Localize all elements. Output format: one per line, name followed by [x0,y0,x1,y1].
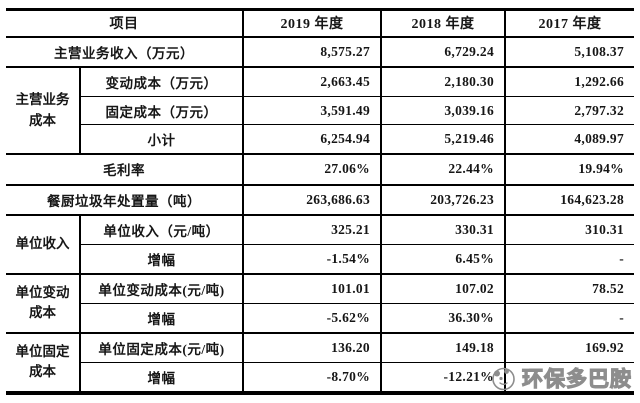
unit-variable-growth-2019: -5.62% [243,303,382,334]
row-unit-revenue-growth: 增幅 -1.54% 6.45% - [6,244,634,275]
disposal-volume-2019: 263,686.63 [243,184,382,216]
variable-cost-2019: 2,663.45 [243,66,382,97]
unit-revenue-2019: 325.21 [243,214,382,245]
unit-variable-cost-label: 单位变动成本(元/吨) [80,273,244,304]
unit-fixed-cost-2017: 169.92 [505,332,634,363]
row-unit-variable-growth: 增幅 -5.62% 36.30% - [6,303,634,334]
unit-fixed-growth-2018: -12.21% [381,362,506,393]
variable-cost-2017: 1,292.66 [505,66,634,97]
unit-variable-growth-label: 增幅 [80,303,244,334]
header-item: 项目 [6,9,244,38]
group-unit-variable-label: 单位变动 成本 [6,273,81,334]
disposal-volume-2018: 203,726.23 [381,184,506,216]
unit-variable-cost-2017: 78.52 [505,273,634,304]
row-variable-cost: 主营业务 成本 变动成本（万元） 2,663.45 2,180.30 1,292… [6,66,634,156]
unit-revenue-2017: 310.31 [505,214,634,245]
row-unit-fixed-growth: 增幅 -8.70% -12.21% [6,362,634,393]
row-unit-fixed-cost: 单位固定 成本 单位固定成本(元/吨) 136.20 149.18 169.92 [6,332,634,395]
header-2019: 2019 年度 [243,9,382,38]
fixed-cost-2019: 3,591.49 [243,96,382,126]
main-revenue-label: 主营业务收入（万元） [6,36,244,68]
subtotal-label: 小计 [80,124,244,156]
header-2017: 2017 年度 [505,9,634,38]
unit-variable-growth-2018: 36.30% [381,303,506,334]
header-2018: 2018 年度 [381,9,506,38]
fixed-cost-label: 固定成本（万元） [80,96,244,126]
unit-fixed-cost-label: 单位固定成本(元/吨) [80,332,244,363]
row-main-revenue: 主营业务收入（万元） 8,575.27 6,729.24 5,108.37 [6,36,634,68]
group-main-cost-label: 主营业务 成本 [6,66,81,156]
unit-fixed-growth-2019: -8.70% [243,362,382,393]
row-unit-variable-cost: 单位变动 成本 单位变动成本(元/吨) 101.01 107.02 78.52 [6,273,634,334]
unit-revenue-label: 单位收入（元/吨） [80,214,244,245]
main-revenue-2017: 5,108.37 [505,36,634,68]
row-subtotal: 小计 6,254.94 5,219.46 4,089.97 [6,124,634,156]
fixed-cost-2017: 2,797.32 [505,96,634,126]
table-header-row: 项目 2019 年度 2018 年度 2017 年度 [6,9,634,38]
gross-margin-label: 毛利率 [6,154,244,186]
row-unit-revenue: 单位收入 单位收入（元/吨） 325.21 330.31 310.31 [6,214,634,275]
row-fixed-cost: 固定成本（万元） 3,591.49 3,039.16 2,797.32 [6,96,634,126]
main-revenue-2018: 6,729.24 [381,36,506,68]
unit-fixed-cost-2018: 149.18 [381,332,506,363]
unit-revenue-growth-2019: -1.54% [243,244,382,275]
row-disposal-volume: 餐厨垃圾年处置量（吨） 263,686.63 203,726.23 164,62… [6,184,634,216]
variable-cost-label: 变动成本（万元） [80,66,244,97]
group-unit-fixed-label: 单位固定 成本 [6,332,81,395]
disposal-volume-2017: 164,623.28 [505,184,634,216]
unit-revenue-growth-label: 增幅 [80,244,244,275]
subtotal-2019: 6,254.94 [243,124,382,156]
unit-variable-cost-2019: 101.01 [243,273,382,304]
variable-cost-2018: 2,180.30 [381,66,506,97]
unit-variable-cost-2018: 107.02 [381,273,506,304]
unit-fixed-growth-2017 [505,362,634,393]
unit-variable-growth-2017: - [505,303,634,334]
group-unit-revenue-label: 单位收入 [6,214,81,275]
subtotal-2017: 4,089.97 [505,124,634,156]
gross-margin-2017: 19.94% [505,154,634,186]
main-revenue-2019: 8,575.27 [243,36,382,68]
unit-revenue-growth-2018: 6.45% [381,244,506,275]
gross-margin-2018: 22.44% [381,154,506,186]
subtotal-2018: 5,219.46 [381,124,506,156]
unit-revenue-2018: 330.31 [381,214,506,245]
unit-revenue-growth-2017: - [505,244,634,275]
row-gross-margin: 毛利率 27.06% 22.44% 19.94% [6,154,634,186]
unit-fixed-cost-2019: 136.20 [243,332,382,363]
disposal-volume-label: 餐厨垃圾年处置量（吨） [6,184,244,216]
gross-margin-2019: 27.06% [243,154,382,186]
unit-fixed-growth-label: 增幅 [80,362,244,393]
financial-table: 项目 2019 年度 2018 年度 2017 年度 主营业务收入（万元） 8,… [6,8,634,395]
fixed-cost-2018: 3,039.16 [381,96,506,126]
